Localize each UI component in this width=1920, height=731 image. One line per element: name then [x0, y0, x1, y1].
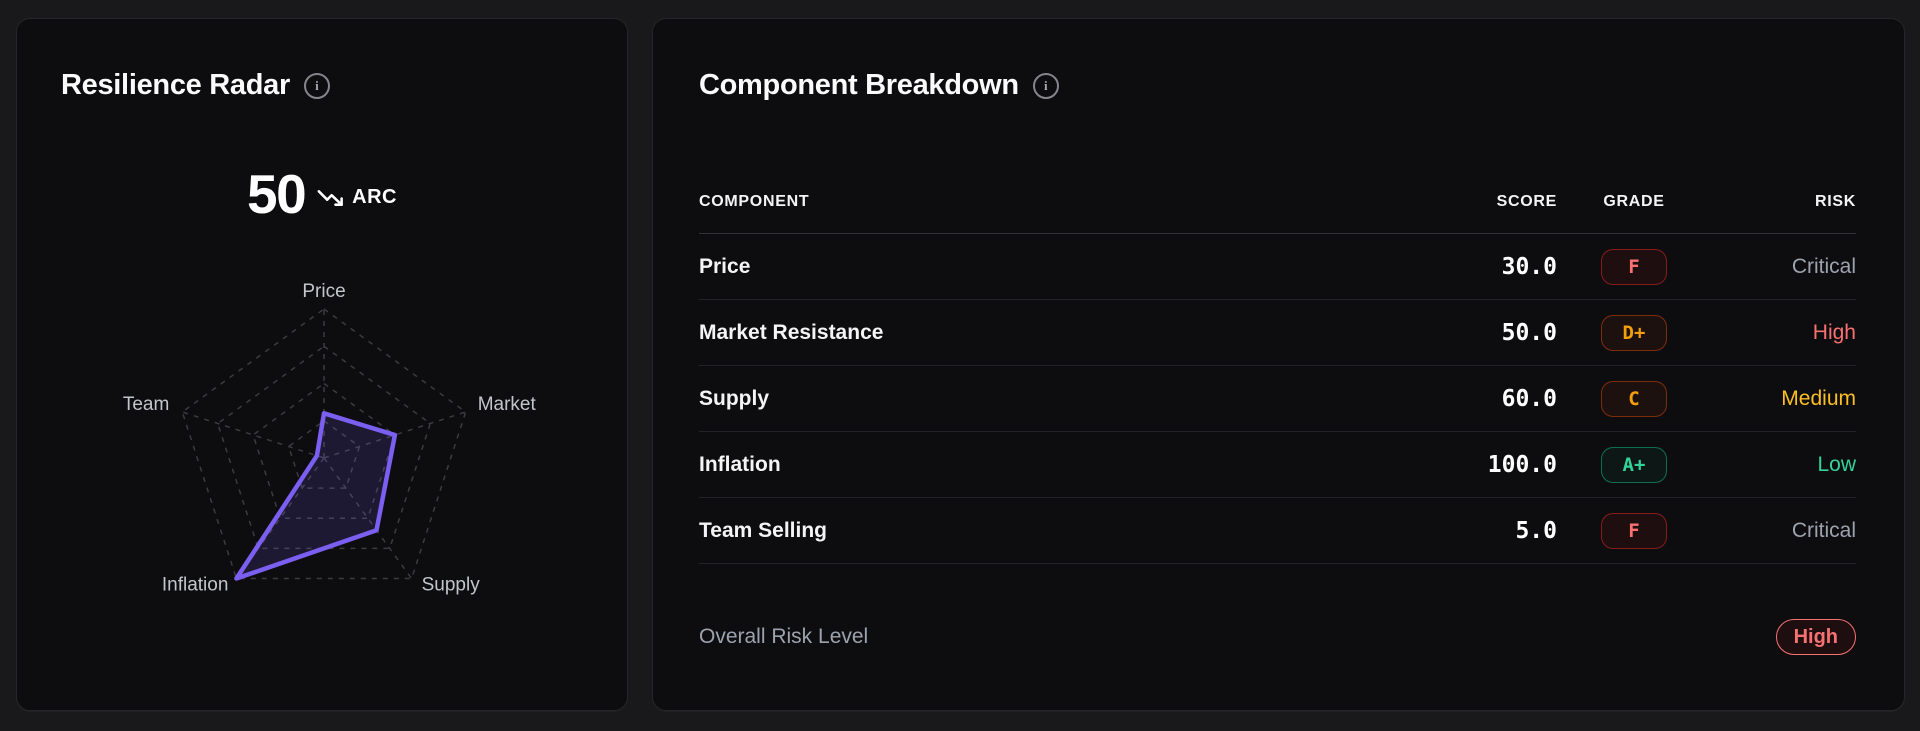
- table-footer: Overall Risk Level High: [699, 619, 1856, 655]
- component-table: COMPONENT SCORE GRADE RISK Price 30.0 F Critic…: [699, 171, 1856, 655]
- page-title: Resilience Radar: [61, 69, 290, 101]
- radar-axis-line: [323, 411, 466, 459]
- resilience-radar-chart: Price Market Supply Inflation Team: [17, 259, 629, 699]
- risk-label: Critical: [1791, 518, 1856, 542]
- column-header: SCORE: [1496, 193, 1557, 210]
- component-name: Market Resistance: [699, 320, 884, 344]
- grade-badge: C: [1601, 380, 1667, 417]
- arc-score-meta: ARC: [317, 186, 397, 209]
- info-icon[interactable]: i: [1032, 72, 1059, 99]
- radar-axis-label: Inflation: [162, 575, 229, 596]
- radar-axis-line: [323, 457, 413, 579]
- info-icon[interactable]: i: [303, 72, 330, 99]
- table-row: Price 30.0 F Critical: [699, 234, 1856, 300]
- risk-label: High: [1812, 320, 1856, 344]
- risk-label: Low: [1817, 452, 1856, 476]
- component-score: 60.0: [1501, 385, 1557, 412]
- overall-risk-label: Overall Risk Level: [699, 625, 869, 648]
- column-header: COMPONENT: [699, 193, 810, 210]
- table-row: Market Resistance 50.0 D+ High: [699, 300, 1856, 366]
- table-row: Inflation 100.0 A+ Low: [699, 432, 1856, 498]
- grade-badge: A+: [1601, 446, 1667, 483]
- column-header: RISK: [1814, 193, 1856, 210]
- radar-data-polygon: [234, 411, 398, 581]
- component-score: 5.0: [1515, 517, 1557, 544]
- arc-score-unit: ARC: [352, 186, 398, 208]
- component-name: Supply: [699, 386, 770, 410]
- table-row: Team Selling 5.0 F Critical: [699, 498, 1856, 564]
- radar-grid-ring: [252, 382, 396, 520]
- radar-axis-label: Price: [302, 281, 345, 302]
- component-score: 30.0: [1501, 253, 1557, 280]
- arc-score-value: 50: [246, 163, 307, 225]
- grade-badge: F: [1601, 248, 1667, 285]
- risk-label: Medium: [1781, 386, 1856, 410]
- column-header: GRADE: [1603, 193, 1665, 210]
- grade-badge: D+: [1601, 314, 1667, 351]
- table-row: Supply 60.0 C Medium: [699, 366, 1856, 432]
- radar-axis-label: Market: [478, 394, 537, 415]
- radar-axis-line: [182, 411, 325, 459]
- arc-score-block: 50 ARC: [17, 167, 627, 222]
- breakdown-title: Component Breakdown: [699, 69, 1019, 101]
- component-name: Price: [699, 254, 751, 278]
- component-breakdown-panel: Component Breakdown i COMPONENT SCORE GRAD…: [652, 18, 1905, 711]
- right-panel-header: Component Breakdown i: [699, 69, 1059, 102]
- radar-grid-ring: [181, 308, 467, 580]
- risk-label: Critical: [1791, 254, 1856, 278]
- component-score: 100.0: [1487, 451, 1557, 478]
- radar-grid-ring: [287, 419, 361, 489]
- radar-axis-label: Team: [123, 394, 169, 415]
- left-panel-header: Resilience Radar i: [61, 69, 330, 102]
- resilience-radar-panel: Resilience Radar i 50 ARC Price Market Sup…: [16, 18, 628, 711]
- component-name: Team Selling: [699, 518, 827, 542]
- grade-badge: F: [1601, 512, 1667, 549]
- overall-risk-badge: High: [1775, 619, 1856, 655]
- component-name: Inflation: [699, 452, 781, 476]
- table-body: Price 30.0 F Critical Market Resistance 50.0 D…: [699, 234, 1856, 564]
- radar-axis-label: Supply: [422, 575, 481, 596]
- table-header-row: COMPONENT SCORE GRADE RISK: [699, 171, 1856, 234]
- component-score: 50.0: [1501, 319, 1557, 346]
- trending-down-icon: [317, 189, 344, 206]
